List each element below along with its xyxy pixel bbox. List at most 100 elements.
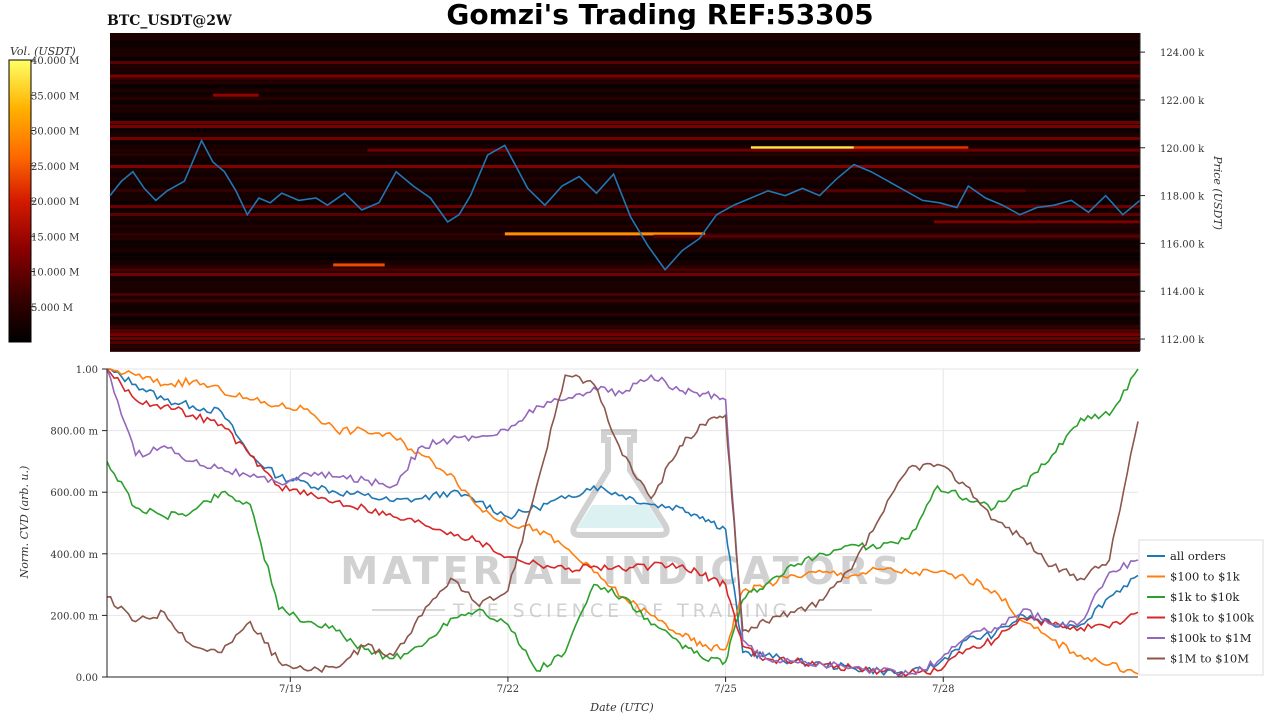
cvd-y-tick-label: 400.00 m bbox=[50, 550, 98, 561]
liquidity-band bbox=[934, 220, 1140, 224]
heatmap-row bbox=[110, 61, 1140, 64]
heatmap-row bbox=[110, 121, 1140, 124]
cvd-line-3 bbox=[106, 368, 1139, 672]
watermark-main: MATERIAL INDICATORS bbox=[340, 549, 903, 593]
cvd-x-tick-label: 7/28 bbox=[932, 684, 954, 695]
orderbook-heatmap-panel: 112.00 k 114.00 k 116.00 k 118.00 k 120.00 k… bbox=[8, 33, 1224, 352]
colorbar-tick-label: 40.000 M bbox=[31, 56, 79, 67]
heatmap-row bbox=[110, 281, 1140, 284]
heatmap-row bbox=[110, 209, 1140, 212]
legend[interactable]: all orders $100 to $1k $1k to $10k $10k to … bbox=[1138, 539, 1264, 676]
heatmap-row bbox=[110, 337, 1140, 340]
heatmap-row bbox=[110, 225, 1140, 228]
colorbar-tick-label: 15.000 M bbox=[31, 232, 79, 243]
heatmap-row bbox=[110, 229, 1140, 232]
heatmap-row bbox=[110, 81, 1140, 84]
flask-liquid bbox=[577, 505, 663, 528]
heatmap-row bbox=[110, 293, 1140, 296]
liquidity-band bbox=[750, 146, 854, 150]
cvd-line-4 bbox=[106, 368, 1139, 677]
heatmap-row bbox=[110, 145, 1140, 148]
heatmap-row bbox=[110, 77, 1140, 80]
liquidity-band bbox=[653, 234, 1140, 238]
price-tick-label: 124.00 k bbox=[1160, 48, 1205, 59]
liquidity-band bbox=[110, 268, 1140, 272]
colorbar-tick-label: 5.000 M bbox=[31, 303, 73, 314]
price-tick-label: 122.00 k bbox=[1160, 96, 1205, 107]
heatmap-row bbox=[110, 241, 1140, 244]
cvd-y-tick-label: 1.00 bbox=[76, 365, 98, 376]
liquidity-band bbox=[504, 232, 706, 236]
heatmap-row bbox=[110, 341, 1140, 344]
cvd-y-tick-label: 200.00 m bbox=[50, 611, 98, 622]
colorbar bbox=[8, 59, 32, 343]
cvd-x-tick-label: 7/22 bbox=[497, 684, 519, 695]
heatmap-row bbox=[110, 217, 1140, 220]
heatmap-row bbox=[110, 165, 1140, 168]
heatmap-row bbox=[110, 129, 1140, 132]
heatmap-row bbox=[110, 213, 1140, 216]
liquidity-band bbox=[825, 189, 1026, 193]
heatmap-row bbox=[110, 137, 1140, 140]
liquidity-band bbox=[110, 74, 1140, 78]
symbol-label: BTC_USDT@2W bbox=[107, 13, 232, 29]
heatmap-row bbox=[110, 289, 1140, 292]
legend-box bbox=[1138, 539, 1264, 676]
colorbar-ticks: 5.000 M 10.000 M 15.000 M 20.000 M 25.000 M 3… bbox=[31, 56, 79, 314]
colorbar-tick-label: 35.000 M bbox=[31, 91, 79, 102]
cvd-y-tick-label: 600.00 m bbox=[50, 488, 98, 499]
price-tick-label: 116.00 k bbox=[1160, 239, 1205, 250]
heatmap-row bbox=[110, 301, 1140, 304]
liquidity-band bbox=[333, 263, 385, 267]
heatmap-row bbox=[110, 189, 1140, 192]
legend-label: $1k to $10k bbox=[1170, 590, 1240, 604]
heatmap-row bbox=[110, 345, 1140, 348]
price-axis-label: Price (USDT) bbox=[1211, 155, 1224, 230]
liquidity-band bbox=[110, 330, 1140, 334]
heatmap-row bbox=[110, 205, 1140, 208]
watermark-sub: THE SCIENCE OF TRADING bbox=[452, 600, 792, 622]
heatmap-row bbox=[110, 193, 1140, 196]
price-tick-label: 120.00 k bbox=[1160, 144, 1205, 155]
heatmap-row bbox=[110, 93, 1140, 96]
heatmap-row bbox=[110, 309, 1140, 312]
chart-title: Gomzi's Trading REF:53305 bbox=[446, 0, 873, 31]
heatmap-row bbox=[110, 109, 1140, 112]
heatmap-row bbox=[110, 197, 1140, 200]
heatmap-row bbox=[110, 161, 1140, 164]
heatmap-row bbox=[110, 273, 1140, 276]
cvd-panel: MATERIAL INDICATORS THE SCIENCE OF TRADI… bbox=[18, 365, 1264, 714]
heatmap-row bbox=[110, 97, 1140, 100]
price-axis: 112.00 k 114.00 k 116.00 k 118.00 k 120.00 k… bbox=[1139, 33, 1205, 351]
liquidity-band bbox=[367, 148, 1140, 152]
heatmap-row bbox=[110, 257, 1140, 260]
heatmap-row bbox=[110, 41, 1140, 44]
heatmap-row bbox=[110, 321, 1140, 324]
heatmap-row bbox=[110, 49, 1140, 52]
heatmap-row bbox=[110, 245, 1140, 248]
heatmap-row bbox=[110, 237, 1140, 240]
heatmap-row bbox=[110, 33, 1140, 36]
legend-label: $100 to $1k bbox=[1170, 570, 1241, 584]
heatmap-row bbox=[110, 317, 1140, 320]
liquidity-band bbox=[110, 299, 1140, 303]
heatmap-row bbox=[110, 277, 1140, 280]
heatmap-row bbox=[110, 37, 1140, 40]
heatmap-row bbox=[110, 105, 1140, 108]
liquidity-band bbox=[213, 93, 259, 97]
heatmap-row bbox=[110, 325, 1140, 328]
heatmap-row bbox=[110, 101, 1140, 104]
colorbar-tick-label: 25.000 M bbox=[31, 162, 79, 173]
cvd-x-axis-label: Date (UTC) bbox=[589, 701, 653, 714]
cvd-x-tick-label: 7/19 bbox=[279, 684, 301, 695]
colorbar-tick-label: 30.000 M bbox=[31, 127, 79, 138]
cvd-series-lines bbox=[106, 368, 1139, 678]
heatmap-row bbox=[110, 153, 1140, 156]
heatmap-row bbox=[110, 85, 1140, 88]
cvd-line-5 bbox=[106, 368, 1139, 678]
cvd-x-tick-label: 7/25 bbox=[714, 684, 736, 695]
price-tick-label: 118.00 k bbox=[1160, 192, 1205, 203]
heatmap-row bbox=[110, 297, 1140, 300]
heatmap-row bbox=[110, 253, 1140, 256]
